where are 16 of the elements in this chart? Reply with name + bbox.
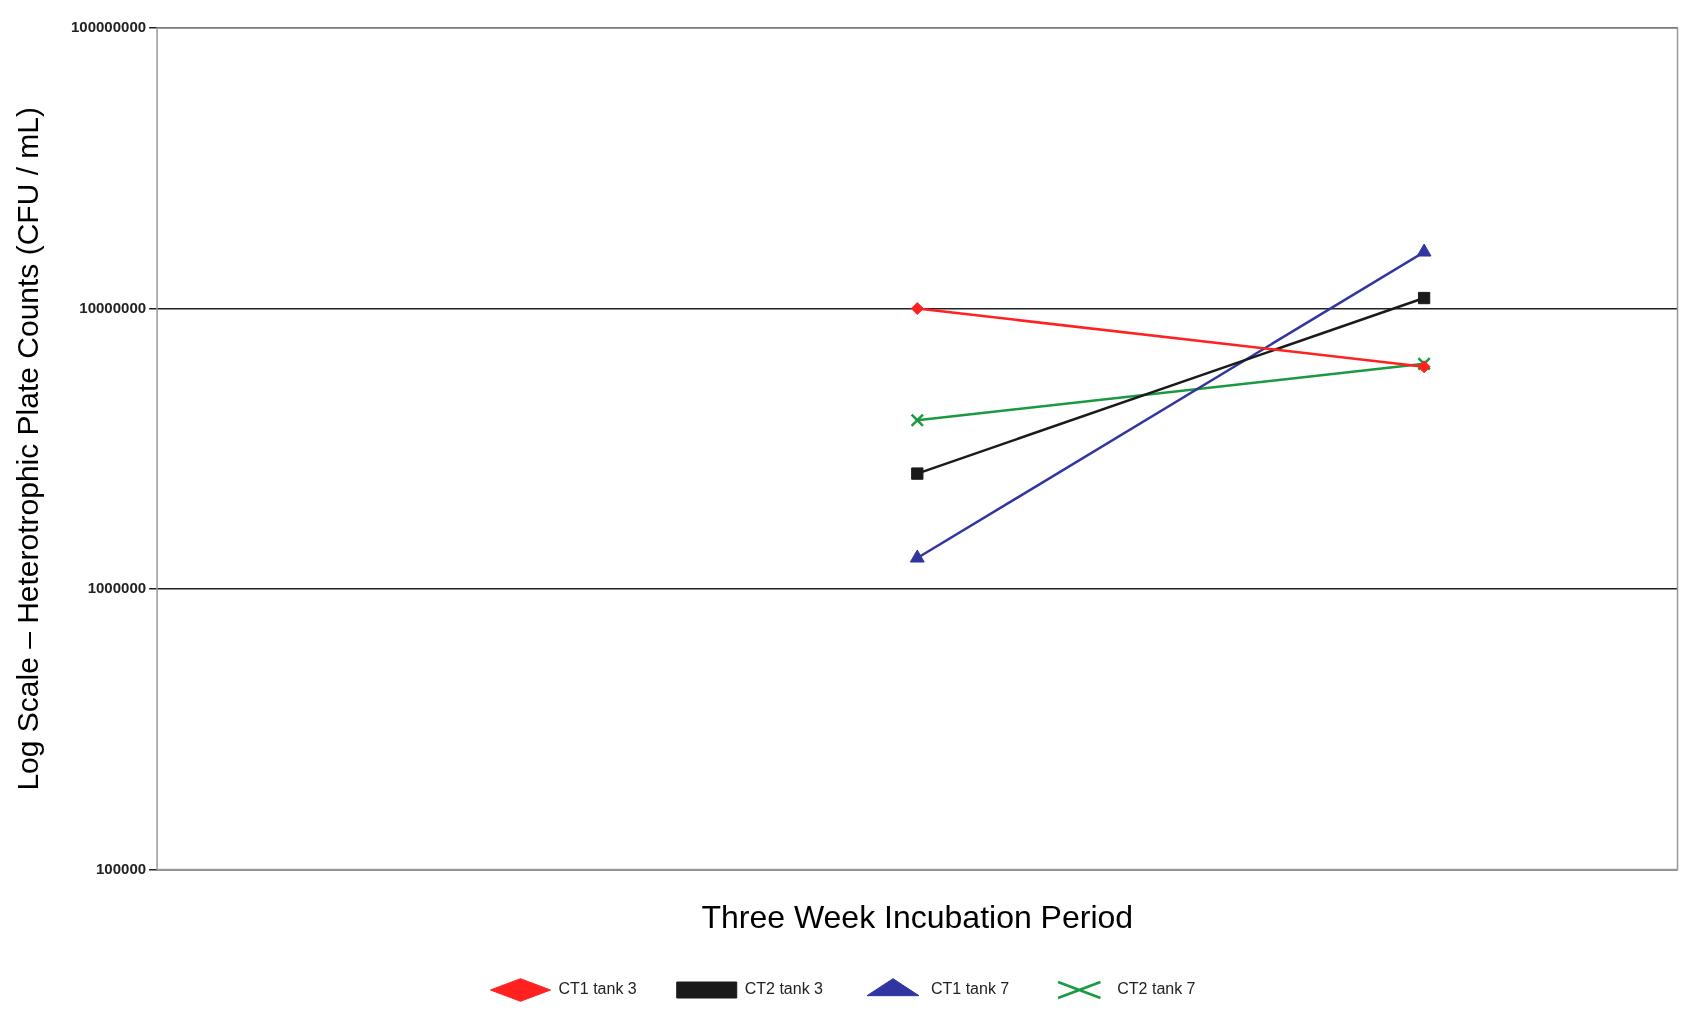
legend-label: CT2 tank 3 xyxy=(744,980,824,998)
point xyxy=(910,302,924,316)
point xyxy=(910,413,925,428)
y-tick-label: 10000000 xyxy=(79,298,147,316)
y-tick-label: 100000000 xyxy=(70,18,147,36)
point xyxy=(1417,291,1431,305)
point xyxy=(1417,360,1431,374)
x-axis-title: Three Week Incubation Period xyxy=(701,898,1134,935)
point xyxy=(911,467,924,480)
legend-label: CT2 tank 7 xyxy=(1117,980,1196,998)
y-tick-label: 100000 xyxy=(96,859,147,877)
y-axis-title: Log Scale – Heterotrophic Plate Counts (CFU / mL) xyxy=(11,106,45,791)
legend-label: CT1 tank 7 xyxy=(931,980,1010,998)
point xyxy=(1417,356,1431,371)
legend-label: CT1 tank 3 xyxy=(558,980,637,998)
y-tick-label: 1000000 xyxy=(87,579,147,597)
